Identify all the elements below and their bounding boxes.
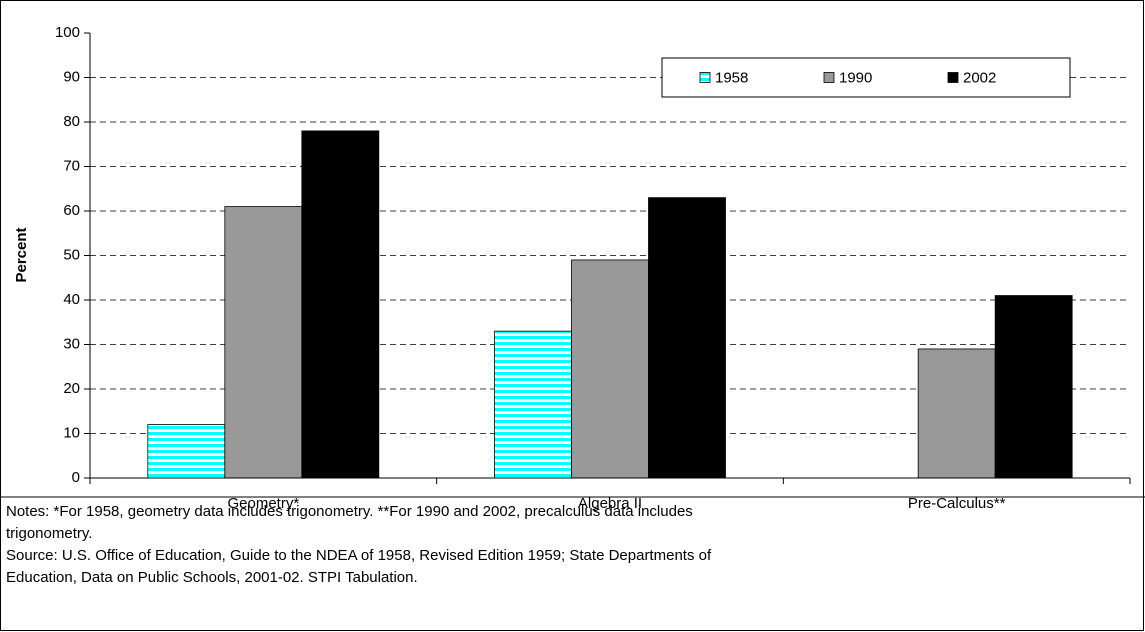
legend	[661, 57, 1071, 98]
y-tick-label: 80	[63, 113, 80, 130]
bar	[994, 295, 1073, 479]
y-tick-label: 30	[63, 335, 80, 352]
bar	[301, 130, 380, 479]
legend-label: 1958	[715, 69, 748, 86]
y-tick-label: 70	[63, 157, 80, 174]
x-tick-label: Pre-Calculus**	[908, 495, 1006, 512]
bar	[571, 259, 649, 479]
note: Notes: *For 1958, geometry data includes…	[6, 503, 693, 520]
note: Source: U.S. Office of Education, Guide …	[6, 547, 712, 564]
y-tick-label: 40	[63, 291, 80, 308]
legend-label: 2002	[963, 69, 996, 86]
y-tick-label: 90	[63, 68, 80, 85]
bar	[224, 206, 303, 479]
bar	[648, 197, 726, 479]
x-tick-label: Geometry*	[227, 495, 299, 512]
note: Education, Data on Public Schools, 2001-…	[6, 569, 418, 586]
y-tick-label: 100	[55, 24, 80, 41]
legend-swatch	[947, 72, 959, 83]
x-tick-label: Algebra II	[578, 495, 642, 512]
note: trigonometry.	[6, 525, 92, 542]
bar	[917, 348, 996, 479]
legend-label: 1990	[839, 69, 872, 86]
y-tick-label: 20	[63, 380, 80, 397]
bar	[147, 424, 226, 479]
y-axis-label: Percent	[13, 227, 30, 282]
legend-swatch	[823, 72, 835, 83]
y-tick-label: 0	[72, 469, 80, 486]
y-tick-label: 50	[63, 246, 80, 263]
y-tick-label: 10	[63, 424, 80, 441]
bar	[494, 330, 572, 479]
legend-swatch	[699, 72, 711, 83]
y-tick-label: 60	[63, 202, 80, 219]
